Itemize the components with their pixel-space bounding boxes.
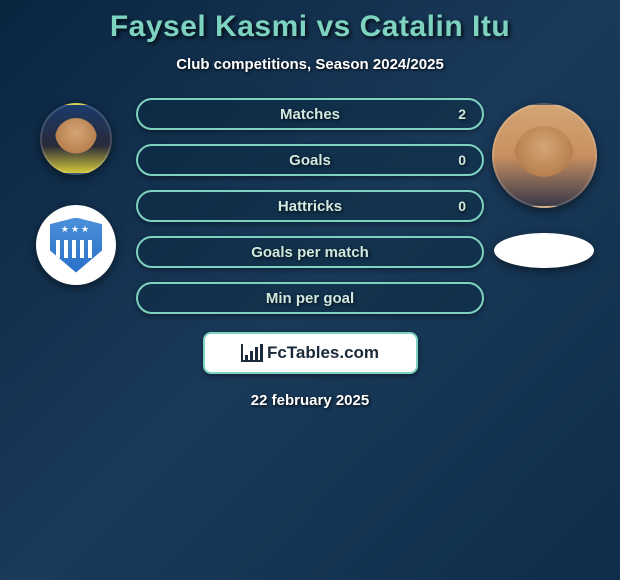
- shield-icon: [50, 218, 102, 273]
- player1-avatar: [40, 103, 112, 175]
- stat-value: 0: [458, 198, 466, 214]
- stat-value: 2: [458, 106, 466, 122]
- stat-row-matches: Matches 2: [136, 98, 484, 130]
- stat-label: Matches: [138, 106, 482, 123]
- chart-icon: [241, 344, 263, 362]
- stat-row-min-per-goal: Min per goal: [136, 282, 484, 314]
- player1-face-icon: [55, 118, 97, 160]
- comparison-card: Faysel Kasmi vs Catalin Itu Club competi…: [0, 0, 620, 409]
- stat-label: Hattricks: [138, 198, 482, 215]
- stat-value: 0: [458, 152, 466, 168]
- stat-row-goals-per-match: Goals per match: [136, 236, 484, 268]
- stat-label: Min per goal: [138, 290, 482, 307]
- stat-label: Goals: [138, 152, 482, 169]
- player2-column: [484, 98, 604, 268]
- stats-area: Matches 2 Goals 0 Hattricks 0 Goals per …: [0, 98, 620, 314]
- subtitle: Club competitions, Season 2024/2025: [0, 56, 620, 73]
- player2-avatar: [492, 103, 597, 208]
- stat-row-goals: Goals 0: [136, 144, 484, 176]
- date-label: 22 february 2025: [0, 392, 620, 409]
- branding-text: FcTables.com: [267, 343, 379, 363]
- stat-label: Goals per match: [138, 244, 482, 261]
- player1-club-badge: [36, 205, 116, 285]
- stat-row-hattricks: Hattricks 0: [136, 190, 484, 222]
- stats-list: Matches 2 Goals 0 Hattricks 0 Goals per …: [136, 98, 484, 314]
- player2-club-badge: [494, 233, 594, 268]
- branding-box[interactable]: FcTables.com: [203, 332, 418, 374]
- player2-face-icon: [514, 126, 574, 186]
- page-title: Faysel Kasmi vs Catalin Itu: [0, 10, 620, 44]
- player1-column: [16, 98, 136, 285]
